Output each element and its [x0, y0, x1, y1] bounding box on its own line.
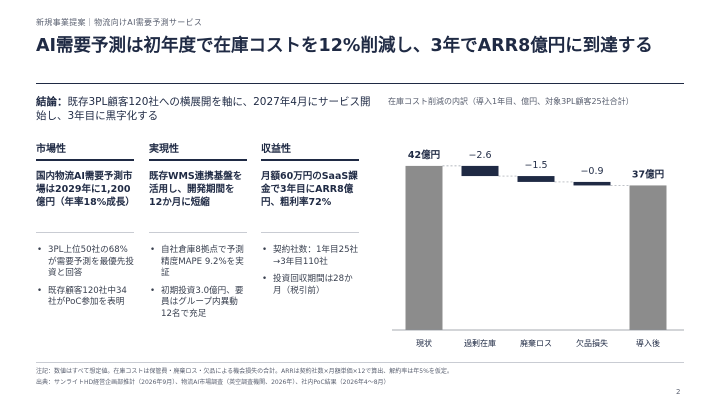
conclusion-text: 既存3PL顧客120社への横展開を軸に、2027年4月にサービス開始し、3年目に… — [36, 96, 371, 122]
column-key-message: 国内物流AI需要予測市場は2029年に1,200億円（年率18%成長） — [36, 171, 135, 208]
chart-bars — [405, 165, 667, 330]
column-heading: 収益性 — [261, 140, 359, 161]
bullet-item: 契約社数：1年目25社→3年目110社 — [261, 245, 359, 268]
chart-title: 在庫コスト削減の内訳（導入1年目、億円、対象3PL顧客25社合計） — [388, 97, 634, 106]
category-label: 導入後 — [636, 338, 660, 348]
category-label: 欠品損失 — [576, 338, 608, 348]
value-label: 37億円 — [632, 168, 664, 180]
page-title: AI需要予測は初年度で在庫コストを12%削減し、3年でARR8億円に到達する — [36, 36, 653, 56]
column-bullets: 契約社数：1年目25社→3年目110社 投資回収期間は28か月（税引前） — [261, 245, 359, 297]
footnote-source: 出典：サンライトHD経営企画部推計（2026年9月）、物流AI市場調査（英空調査… — [36, 379, 390, 386]
column-divider — [261, 232, 359, 233]
breadcrumb: 新規事業提案｜物流向けAI需要予測サービス — [36, 18, 203, 27]
bar-過剰在庫 — [461, 165, 499, 177]
footnote-divider — [36, 362, 684, 363]
column-heading: 市場性 — [36, 140, 134, 161]
title-divider — [36, 83, 684, 84]
column-profitability: 収益性 月額60万円のSaaS課金で3年目にARR8億円、粗利率72% 契約社数… — [261, 140, 359, 303]
chart-category-labels: 現状 過剰在庫 廃棄ロス 欠品損失 導入後 — [416, 338, 660, 348]
column-divider — [36, 232, 134, 233]
value-label: −2.6 — [468, 150, 491, 161]
column-bullets: 3PL上位50社の68%が需要予測を最優先投資と回答 既存顧客120社中34社が… — [36, 245, 134, 309]
column-key-message: 月額60万円のSaaS課金で3年目にARR8億円、粗利率72% — [261, 171, 358, 208]
bar-現状 — [405, 165, 443, 330]
column-heading: 実現性 — [149, 140, 247, 161]
chart-connectors — [442, 165, 630, 186]
value-label: −0.9 — [580, 166, 603, 177]
bullet-item: 既存顧客120社中34社がPoC参加を表明 — [36, 286, 134, 309]
category-label: 現状 — [416, 338, 432, 348]
bullet-item: 投資回収期間は28か月（税引前） — [261, 274, 359, 297]
column-bullets: 自社倉庫8拠点で予測精度MAPE 9.2%を実証 初期投資3.0億円、要員はグル… — [149, 245, 247, 320]
conclusion-label: 結論： — [36, 96, 68, 108]
value-label: 42億円 — [408, 149, 440, 161]
column-feasibility: 実現性 既存WMS連携基盤を活用し、開発期間を12か月に短縮 自社倉庫8拠点で予… — [149, 140, 247, 326]
category-label: 過剰在庫 — [464, 338, 496, 348]
bar-廃棄ロス — [517, 176, 555, 182]
bar-導入後 — [629, 185, 667, 330]
page-number: 2 — [676, 388, 681, 396]
column-divider — [149, 232, 247, 233]
conclusion: 結論：既存3PL顧客120社への横展開を軸に、2027年4月にサービス開始し、3… — [36, 95, 376, 123]
footnote-note: 注記：数値はすべて想定値。在庫コストは保管費・廃棄ロス・欠品による機会損失の合計… — [36, 368, 453, 375]
category-label: 廃棄ロス — [520, 338, 552, 348]
bullet-item: 自社倉庫8拠点で予測精度MAPE 9.2%を実証 — [149, 245, 247, 280]
value-label: −1.5 — [524, 160, 547, 171]
column-market: 市場性 国内物流AI需要予測市場は2029年に1,200億円（年率18%成長） … — [36, 140, 135, 315]
chart-value-labels: 42億円 −2.6 −1.5 −0.9 37億円 — [408, 149, 664, 181]
bar-欠品損失 — [573, 181, 611, 186]
bullet-item: 初期投資3.0億円、要員はグループ内異動12名で充足 — [149, 286, 247, 321]
bullet-item: 3PL上位50社の68%が需要予測を最優先投資と回答 — [36, 245, 134, 280]
column-key-message: 既存WMS連携基盤を活用し、開発期間を12か月に短縮 — [149, 171, 243, 208]
waterfall-chart: 42億円 −2.6 −1.5 −0.9 37億円 現状 過剰在庫 廃棄ロス 欠品損失 導入後 — [392, 149, 684, 348]
